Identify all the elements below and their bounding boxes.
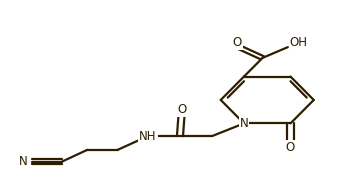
Text: O: O xyxy=(286,141,295,154)
Text: N: N xyxy=(240,117,248,130)
Text: N: N xyxy=(19,155,28,168)
Text: O: O xyxy=(233,36,242,49)
Text: NH: NH xyxy=(139,130,157,143)
Text: OH: OH xyxy=(289,36,307,49)
Text: O: O xyxy=(177,103,186,116)
